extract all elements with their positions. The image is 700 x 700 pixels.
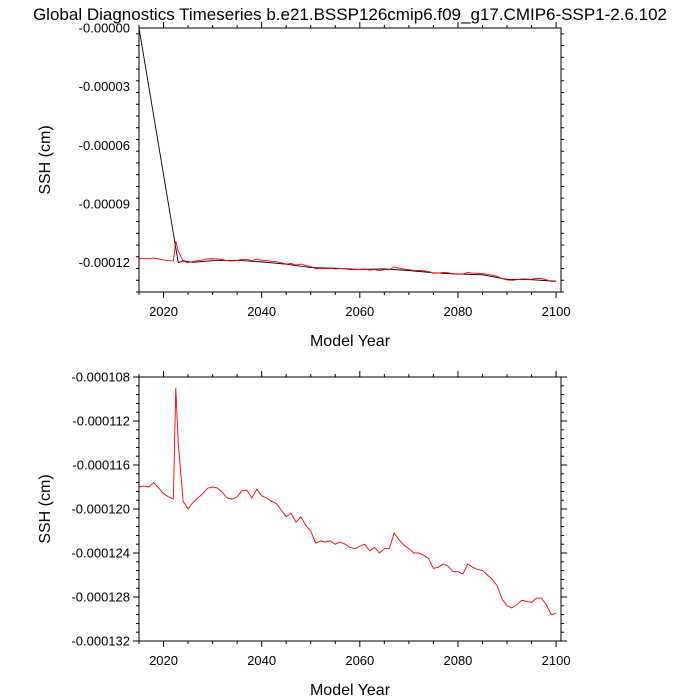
y-tick-label: -0.000116: [72, 458, 130, 473]
figure-title: Global Diagnostics Timeseries b.e21.BSSP…: [33, 5, 667, 24]
x-axis-label: Model Year: [310, 682, 391, 699]
plot-frame: [138, 376, 562, 642]
x-tick-label: 2060: [345, 653, 374, 668]
y-tick-label: -0.000108: [71, 370, 130, 385]
x-tick-label: 2060: [345, 304, 374, 319]
y-axis-label: SSH (cm): [37, 474, 54, 543]
x-tick-label: 2040: [247, 653, 276, 668]
x-tick-label: 2020: [149, 304, 178, 319]
x-tick-label: 2080: [443, 653, 472, 668]
x-tick-label: 2100: [542, 304, 571, 319]
y-tick-label: -0.00012: [79, 255, 130, 270]
y-tick-label: -0.000132: [71, 634, 130, 649]
y-tick-label: -0.00000: [79, 21, 130, 36]
series-line-1: [139, 387, 557, 616]
y-axis-label: SSH (cm): [37, 125, 54, 194]
y-tick-label: -0.00006: [79, 138, 130, 153]
y-tick-label: -0.000112: [72, 414, 130, 429]
y-tick-label: -0.00003: [79, 79, 130, 94]
y-tick-label: -0.000128: [71, 590, 130, 605]
x-tick-label: 2080: [443, 304, 472, 319]
bottom-panel: 2020 2040 2060 2080 2100 -0.000132 -0.000128 -0…: [37, 370, 571, 700]
series-line-1: [139, 28, 557, 282]
x-tick-label: 2020: [149, 653, 178, 668]
y-tick-label: -0.000120: [71, 502, 130, 517]
x-tick-label: 2100: [542, 653, 571, 668]
x-tick-label: 2040: [247, 304, 276, 319]
x-axis-label: Model Year: [310, 333, 391, 350]
y-tick-label: -0.00009: [79, 197, 130, 212]
series-line-2: [139, 241, 557, 282]
y-tick-label: -0.000124: [71, 546, 130, 561]
plot-frame: [138, 27, 562, 293]
top-panel: 2020 2040 2060 2080 2100 -0.00012 -0.00009 -0.0…: [37, 21, 571, 351]
